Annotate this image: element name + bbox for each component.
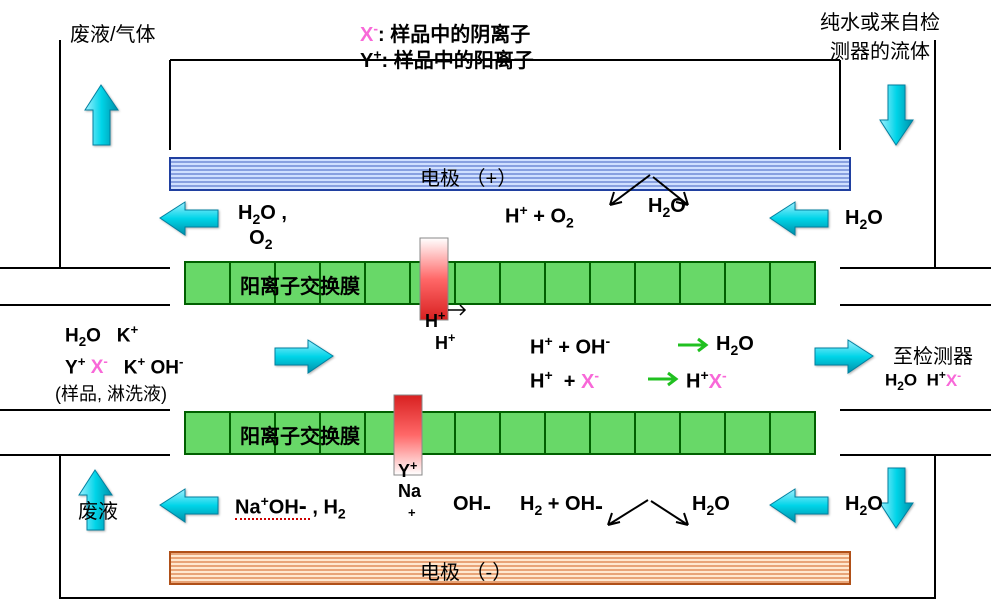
arrow-water2-down (880, 468, 913, 528)
reaction-1: H+ + OH- (530, 333, 610, 360)
underline-naoh (235, 518, 310, 520)
arrow-left-4 (770, 489, 828, 522)
arrow-water-down (880, 85, 913, 145)
label-membrane-1: 阳离子交换膜 (240, 270, 360, 299)
chem-h2o-botright: H2O (845, 493, 883, 518)
chem-hplus-channel: H+ H+ (425, 310, 455, 354)
arrow-left-1 (160, 202, 218, 235)
chem-h2o-o2-left: H2O , O2 (238, 202, 287, 252)
label-pure-water: 纯水或来自检测器的流体 (820, 6, 940, 64)
reaction-2: H+ + X- (530, 367, 599, 394)
label-membrane-2: 阳离子交换膜 (240, 420, 360, 449)
label-waste-gas: 废液/气体 (70, 18, 156, 47)
label-electrode-pos: 电极 （+） (420, 162, 517, 191)
arrow-right-1 (275, 340, 333, 373)
sample-block: H2O K+ Y+ X- K+ OH- (65, 320, 183, 383)
legend-y: Y+: 样品中的阳离子 (360, 44, 534, 73)
arrow-right-2 (815, 340, 873, 373)
legend-x: X-: 样品中的阴离子 (360, 18, 530, 47)
sample-caption: (样品, 淋洗液) (55, 380, 167, 406)
reaction-2-prod: H+X- (686, 367, 727, 394)
reaction-1-prod: H2O (716, 333, 754, 358)
diagram-svg (0, 0, 991, 615)
chem-h-o2: H+ + O2 (505, 202, 574, 231)
chem-y-na-channel: Y+Na + (398, 460, 421, 521)
arrow-left-3 (160, 489, 218, 522)
label-to-detector: 至检测器 (893, 340, 973, 369)
chem-oh-bot: OH- (453, 493, 491, 521)
label-waste: 废液 (78, 495, 118, 524)
arrow-waste-up (85, 85, 118, 145)
chem-h2o-bot: H2O (692, 493, 730, 518)
label-electrode-neg: 电极 （-） (420, 556, 512, 585)
arrow-left-2 (770, 202, 828, 235)
detector-species: H2O H+X- (885, 368, 961, 393)
chem-h2-oh: H2 + OH- (520, 493, 603, 521)
chem-h2o-top: H2O (648, 195, 686, 220)
ion-channel-top (420, 238, 448, 320)
chem-h2o-topright: H2O (845, 207, 883, 232)
